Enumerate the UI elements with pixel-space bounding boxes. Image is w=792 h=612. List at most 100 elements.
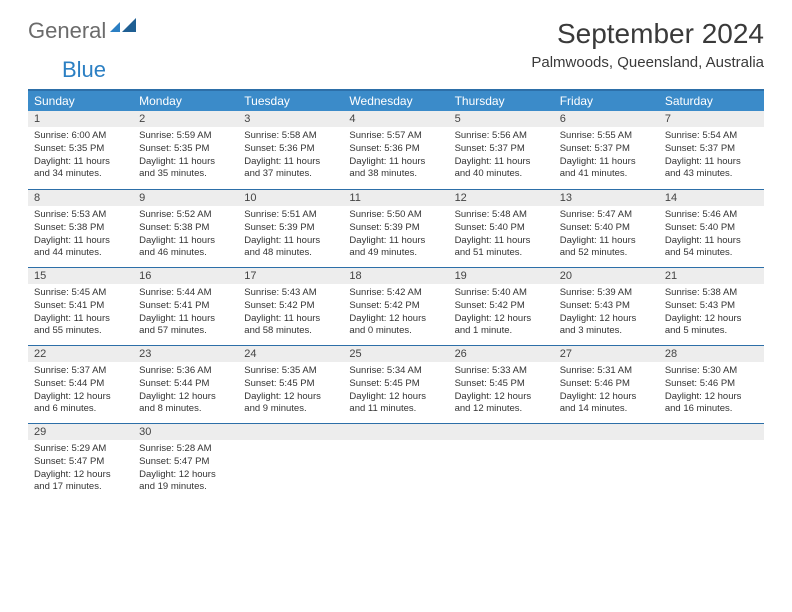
day-text: Sunrise: 5:42 AM Sunset: 5:42 PM Dayligh… [349, 287, 442, 338]
day-text: Sunrise: 5:54 AM Sunset: 5:37 PM Dayligh… [665, 130, 758, 181]
day-number: 5 [449, 111, 554, 127]
day-text: Sunrise: 5:53 AM Sunset: 5:38 PM Dayligh… [34, 209, 127, 260]
calendar-cell: 8 Sunrise: 5:53 AM Sunset: 5:38 PM Daylig… [28, 189, 133, 267]
day-number: 26 [449, 346, 554, 362]
logo-triangles-icon [110, 18, 138, 32]
day-number [238, 424, 343, 440]
day-details: Sunrise: 5:33 AM Sunset: 5:45 PM Dayligh… [449, 362, 554, 421]
calendar-cell: 4Sunrise: 5:57 AM Sunset: 5:36 PM Daylig… [343, 111, 448, 189]
logo-blue-line: Blue [28, 57, 764, 83]
calendar-cell: 9Sunrise: 5:52 AM Sunset: 5:38 PM Daylig… [133, 189, 238, 267]
day-text: Sunrise: 5:28 AM Sunset: 5:47 PM Dayligh… [139, 443, 232, 494]
day-text: Sunrise: 5:31 AM Sunset: 5:46 PM Dayligh… [560, 365, 653, 416]
day-text: Sunrise: 5:39 AM Sunset: 5:43 PM Dayligh… [560, 287, 653, 338]
day-details: Sunrise: 5:46 AM Sunset: 5:40 PM Dayligh… [659, 206, 764, 265]
day-text: Sunrise: 5:34 AM Sunset: 5:45 PM Dayligh… [349, 365, 442, 416]
day-text: Sunrise: 5:59 AM Sunset: 5:35 PM Dayligh… [139, 130, 232, 181]
calendar-cell: 24 Sunrise: 5:35 AM Sunset: 5:45 PM Dayli… [238, 345, 343, 423]
day-details: Sunrise: 5:40 AM Sunset: 5:42 PM Dayligh… [449, 284, 554, 343]
day-text: Sunrise: 5:50 AM Sunset: 5:39 PM Dayligh… [349, 209, 442, 260]
day-number [554, 424, 659, 440]
calendar-cell: 21Sunrise: 5:38 AM Sunset: 5:43 PM Dayli… [659, 267, 764, 345]
day-details: Sunrise: 5:51 AM Sunset: 5:39 PM Dayligh… [238, 206, 343, 265]
calendar-cell: 17 Sunrise: 5:43 AM Sunset: 5:42 PM Dayli… [238, 267, 343, 345]
day-details: Sunrise: 6:00 AM Sunset: 5:35 PM Dayligh… [28, 127, 133, 186]
calendar-cell: 10Sunrise: 5:51 AM Sunset: 5:39 PM Dayli… [238, 189, 343, 267]
day-number: 22 [28, 346, 133, 362]
day-details [449, 440, 554, 500]
logo-text-blue: Blue [62, 57, 106, 82]
calendar-cell [343, 423, 448, 501]
day-number: 9 [133, 190, 238, 206]
day-number: 14 [659, 190, 764, 206]
day-text: Sunrise: 5:55 AM Sunset: 5:37 PM Dayligh… [560, 130, 653, 181]
day-number: 4 [343, 111, 448, 127]
day-details: Sunrise: 5:38 AM Sunset: 5:43 PM Dayligh… [659, 284, 764, 343]
calendar-cell: 5Sunrise: 5:56 AM Sunset: 5:37 PM Daylig… [449, 111, 554, 189]
calendar-cell: 16Sunrise: 5:44 AM Sunset: 5:41 PM Dayli… [133, 267, 238, 345]
day-details: Sunrise: 5:55 AM Sunset: 5:37 PM Dayligh… [554, 127, 659, 186]
day-details: Sunrise: 5:53 AM Sunset: 5:38 PM Dayligh… [28, 206, 133, 265]
day-text: Sunrise: 5:43 AM Sunset: 5:42 PM Dayligh… [244, 287, 337, 338]
calendar-cell: 28Sunrise: 5:30 AM Sunset: 5:46 PM Dayli… [659, 345, 764, 423]
day-details: Sunrise: 5:58 AM Sunset: 5:36 PM Dayligh… [238, 127, 343, 186]
calendar-cell: 20Sunrise: 5:39 AM Sunset: 5:43 PM Dayli… [554, 267, 659, 345]
day-details: Sunrise: 5:43 AM Sunset: 5:42 PM Dayligh… [238, 284, 343, 343]
day-details: Sunrise: 5:30 AM Sunset: 5:46 PM Dayligh… [659, 362, 764, 421]
day-text: Sunrise: 5:58 AM Sunset: 5:36 PM Dayligh… [244, 130, 337, 181]
calendar-cell: 7Sunrise: 5:54 AM Sunset: 5:37 PM Daylig… [659, 111, 764, 189]
calendar-cell: 6Sunrise: 5:55 AM Sunset: 5:37 PM Daylig… [554, 111, 659, 189]
day-details: Sunrise: 5:47 AM Sunset: 5:40 PM Dayligh… [554, 206, 659, 265]
calendar-cell: 23Sunrise: 5:36 AM Sunset: 5:44 PM Dayli… [133, 345, 238, 423]
calendar-cell: 13Sunrise: 5:47 AM Sunset: 5:40 PM Dayli… [554, 189, 659, 267]
day-details: Sunrise: 5:29 AM Sunset: 5:47 PM Dayligh… [28, 440, 133, 499]
day-details: Sunrise: 5:39 AM Sunset: 5:43 PM Dayligh… [554, 284, 659, 343]
day-number: 27 [554, 346, 659, 362]
day-number: 13 [554, 190, 659, 206]
day-details: Sunrise: 5:35 AM Sunset: 5:45 PM Dayligh… [238, 362, 343, 421]
day-number: 21 [659, 268, 764, 284]
day-text: Sunrise: 5:36 AM Sunset: 5:44 PM Dayligh… [139, 365, 232, 416]
day-number: 8 [28, 190, 133, 206]
month-title: September 2024 [531, 18, 764, 50]
calendar-cell: 22Sunrise: 5:37 AM Sunset: 5:44 PM Dayli… [28, 345, 133, 423]
day-number: 28 [659, 346, 764, 362]
day-details: Sunrise: 5:34 AM Sunset: 5:45 PM Dayligh… [343, 362, 448, 421]
logo: General [28, 18, 138, 44]
day-details [238, 440, 343, 500]
day-details: Sunrise: 5:31 AM Sunset: 5:46 PM Dayligh… [554, 362, 659, 421]
day-number [659, 424, 764, 440]
day-number: 25 [343, 346, 448, 362]
day-details: Sunrise: 5:42 AM Sunset: 5:42 PM Dayligh… [343, 284, 448, 343]
calendar-grid: SundayMondayTuesdayWednesdayThursdayFrid… [28, 89, 764, 501]
day-header: Tuesday [238, 91, 343, 111]
day-details [554, 440, 659, 500]
day-text: Sunrise: 5:51 AM Sunset: 5:39 PM Dayligh… [244, 209, 337, 260]
day-number: 15 [28, 268, 133, 284]
day-text: Sunrise: 5:48 AM Sunset: 5:40 PM Dayligh… [455, 209, 548, 260]
day-text: Sunrise: 5:44 AM Sunset: 5:41 PM Dayligh… [139, 287, 232, 338]
day-header: Saturday [659, 91, 764, 111]
day-number: 24 [238, 346, 343, 362]
calendar-cell: 18Sunrise: 5:42 AM Sunset: 5:42 PM Dayli… [343, 267, 448, 345]
day-details [659, 440, 764, 500]
day-details: Sunrise: 5:54 AM Sunset: 5:37 PM Dayligh… [659, 127, 764, 186]
day-number [449, 424, 554, 440]
calendar-cell: 11Sunrise: 5:50 AM Sunset: 5:39 PM Dayli… [343, 189, 448, 267]
day-details: Sunrise: 5:57 AM Sunset: 5:36 PM Dayligh… [343, 127, 448, 186]
day-text: Sunrise: 5:35 AM Sunset: 5:45 PM Dayligh… [244, 365, 337, 416]
calendar-cell: 19Sunrise: 5:40 AM Sunset: 5:42 PM Dayli… [449, 267, 554, 345]
day-text: Sunrise: 5:33 AM Sunset: 5:45 PM Dayligh… [455, 365, 548, 416]
calendar-cell: 29Sunrise: 5:29 AM Sunset: 5:47 PM Dayli… [28, 423, 133, 501]
day-number: 29 [28, 424, 133, 440]
calendar-cell: 30Sunrise: 5:28 AM Sunset: 5:47 PM Dayli… [133, 423, 238, 501]
logo-text-general: General [28, 18, 106, 44]
calendar-cell [659, 423, 764, 501]
day-header: Friday [554, 91, 659, 111]
calendar-cell: 27 Sunrise: 5:31 AM Sunset: 5:46 PM Dayli… [554, 345, 659, 423]
calendar-cell: 14Sunrise: 5:46 AM Sunset: 5:40 PM Dayli… [659, 189, 764, 267]
day-number: 17 [238, 268, 343, 284]
day-details: Sunrise: 5:44 AM Sunset: 5:41 PM Dayligh… [133, 284, 238, 343]
day-details: Sunrise: 5:50 AM Sunset: 5:39 PM Dayligh… [343, 206, 448, 265]
day-details: Sunrise: 5:56 AM Sunset: 5:37 PM Dayligh… [449, 127, 554, 186]
